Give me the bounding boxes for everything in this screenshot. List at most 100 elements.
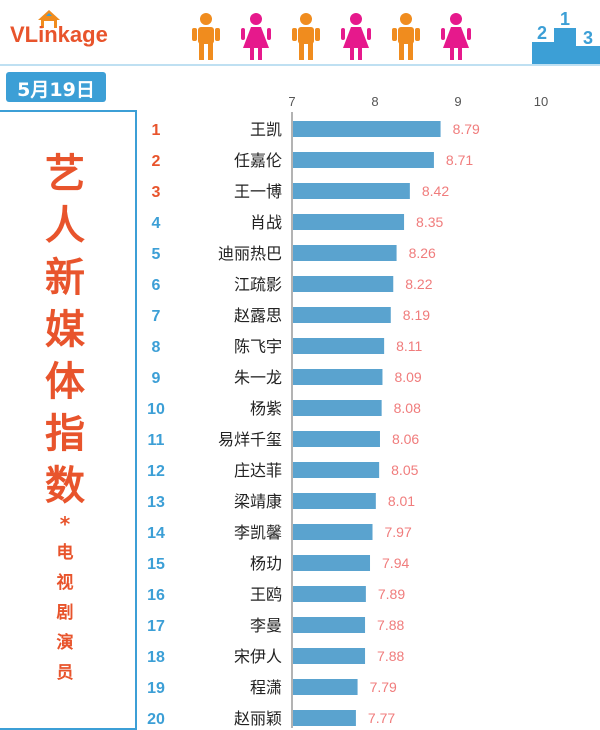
vertical-title: 艺 人 新 媒 体 指 数 (20, 148, 110, 512)
logo-house-icon (38, 10, 60, 28)
artist-name-label: 肖战 (250, 213, 282, 232)
male-person-icon (392, 13, 420, 60)
left-panel: 艺 人 新 媒 体 指 数 * 电 视 剧 演 员 (0, 110, 137, 730)
rank-number: 20 (147, 711, 165, 728)
rank-number: 6 (152, 277, 161, 294)
rank-number: 2 (152, 153, 161, 170)
header: VLinkage 2 1 3 (0, 0, 600, 66)
title-char: 指 (45, 411, 85, 457)
value-label: 7.89 (378, 586, 405, 602)
value-label: 8.11 (396, 338, 422, 354)
value-label: 8.26 (409, 245, 436, 261)
bar (293, 245, 397, 261)
x-tick-label: 10 (534, 94, 548, 109)
left-column: 5月19日 艺 人 新 媒 体 指 数 * 电 视 剧 演 员 (0, 66, 140, 730)
artist-name-label: 迪丽热巴 (218, 244, 282, 263)
bar (293, 338, 385, 354)
bar (293, 679, 358, 695)
female-person-icon (441, 13, 471, 60)
value-label: 8.22 (405, 276, 432, 292)
rank-number: 16 (147, 587, 165, 604)
value-label: 7.94 (382, 555, 409, 571)
artist-name-label: 宋伊人 (234, 647, 282, 666)
value-label: 8.42 (422, 183, 449, 199)
artist-name-label: 王鸥 (250, 585, 282, 604)
artist-name-label: 程潇 (250, 678, 282, 697)
value-label: 8.79 (453, 121, 480, 137)
artist-name-label: 朱一龙 (234, 368, 282, 387)
value-label: 8.19 (403, 307, 430, 323)
rank-number: 12 (147, 463, 165, 480)
bar (293, 586, 366, 602)
value-label: 8.71 (446, 152, 473, 168)
title-char: 体 (45, 359, 85, 405)
x-tick-label: 7 (288, 94, 295, 109)
bar (293, 276, 394, 292)
x-tick-label: 9 (454, 94, 461, 109)
bar (293, 648, 366, 664)
rank-number: 18 (147, 649, 165, 666)
artist-name-label: 王一博 (234, 182, 282, 201)
value-label: 7.77 (368, 710, 395, 726)
value-label: 8.06 (392, 431, 419, 447)
bar-chart: 7 8 9 10 1 王凯 8.79 2 任嘉伦 8.71 3 王一博 8.42 4 肖战 8.35 5 迪丽热巴… (147, 94, 548, 728)
artist-name-label: 杨玏 (250, 554, 282, 573)
rank-number: 7 (152, 308, 161, 325)
subtitle-char: 视 (56, 573, 74, 593)
title-char: 人 (45, 203, 85, 249)
bar (293, 617, 366, 633)
bar (293, 121, 441, 137)
female-person-icon (341, 13, 371, 60)
title-char: 新 (45, 255, 85, 301)
rank-number: 4 (152, 215, 161, 232)
subtitle-char: 演 (56, 633, 74, 653)
artist-name-label: 庄达菲 (234, 461, 282, 480)
artist-name-label: 易烊千玺 (218, 430, 282, 449)
bar (293, 493, 376, 509)
bar (293, 555, 371, 571)
artist-name-label: 梁靖康 (234, 492, 282, 511)
male-person-icon (292, 13, 320, 60)
podium-digit-3: 3 (583, 28, 593, 48)
value-label: 8.01 (388, 493, 415, 509)
rank-number: 17 (147, 618, 165, 635)
artist-name-label: 任嘉伦 (234, 151, 282, 170)
podium-icon: 2 1 3 (532, 9, 600, 64)
female-person-icon (241, 13, 271, 60)
title-char: 艺 (45, 151, 85, 197)
title-char: 媒 (45, 307, 85, 353)
podium-digit-1: 1 (560, 9, 570, 29)
artist-name-label: 赵丽颖 (234, 709, 282, 728)
x-tick-label: 8 (371, 94, 378, 109)
bar (293, 214, 405, 230)
value-label: 8.08 (394, 400, 421, 416)
subtitle-char: 电 (56, 543, 74, 563)
bar (293, 431, 380, 447)
artist-name-label: 李曼 (250, 616, 282, 635)
logo-text: VLinkage (10, 22, 108, 47)
bar (293, 400, 382, 416)
subtitle-char: 员 (56, 663, 74, 683)
bar (293, 307, 391, 323)
artist-name-label: 杨紫 (250, 399, 282, 418)
rank-number: 15 (147, 556, 165, 573)
artist-name-label: 王凯 (250, 120, 282, 139)
value-label: 7.97 (385, 524, 412, 540)
value-label: 8.05 (391, 462, 418, 478)
rank-number: 14 (147, 525, 165, 542)
bar (293, 183, 410, 199)
bar (293, 152, 434, 168)
value-label: 7.79 (370, 679, 397, 695)
bar (293, 462, 380, 478)
artist-name-label: 李凯馨 (234, 523, 282, 542)
rank-number: 3 (152, 184, 161, 201)
date-badge: 5月19日 (6, 72, 106, 102)
male-person-icon (192, 13, 220, 60)
bar (293, 369, 383, 385)
rank-number: 19 (147, 680, 165, 697)
value-label: 8.09 (394, 369, 421, 385)
bar (293, 710, 356, 726)
artist-name-label: 陈飞宇 (234, 337, 282, 356)
podium-digit-2: 2 (537, 23, 547, 43)
rank-number: 13 (147, 494, 165, 511)
